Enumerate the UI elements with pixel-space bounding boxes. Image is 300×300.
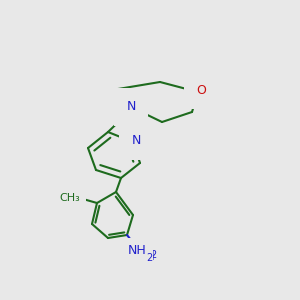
Text: O: O [196,83,206,97]
Text: CH₃: CH₃ [59,193,80,203]
Text: N: N [131,134,141,148]
Text: 2: 2 [146,253,152,263]
Text: NH: NH [137,250,156,263]
Text: NH: NH [128,244,146,257]
Text: N: N [126,100,136,113]
Text: 2: 2 [150,250,156,260]
